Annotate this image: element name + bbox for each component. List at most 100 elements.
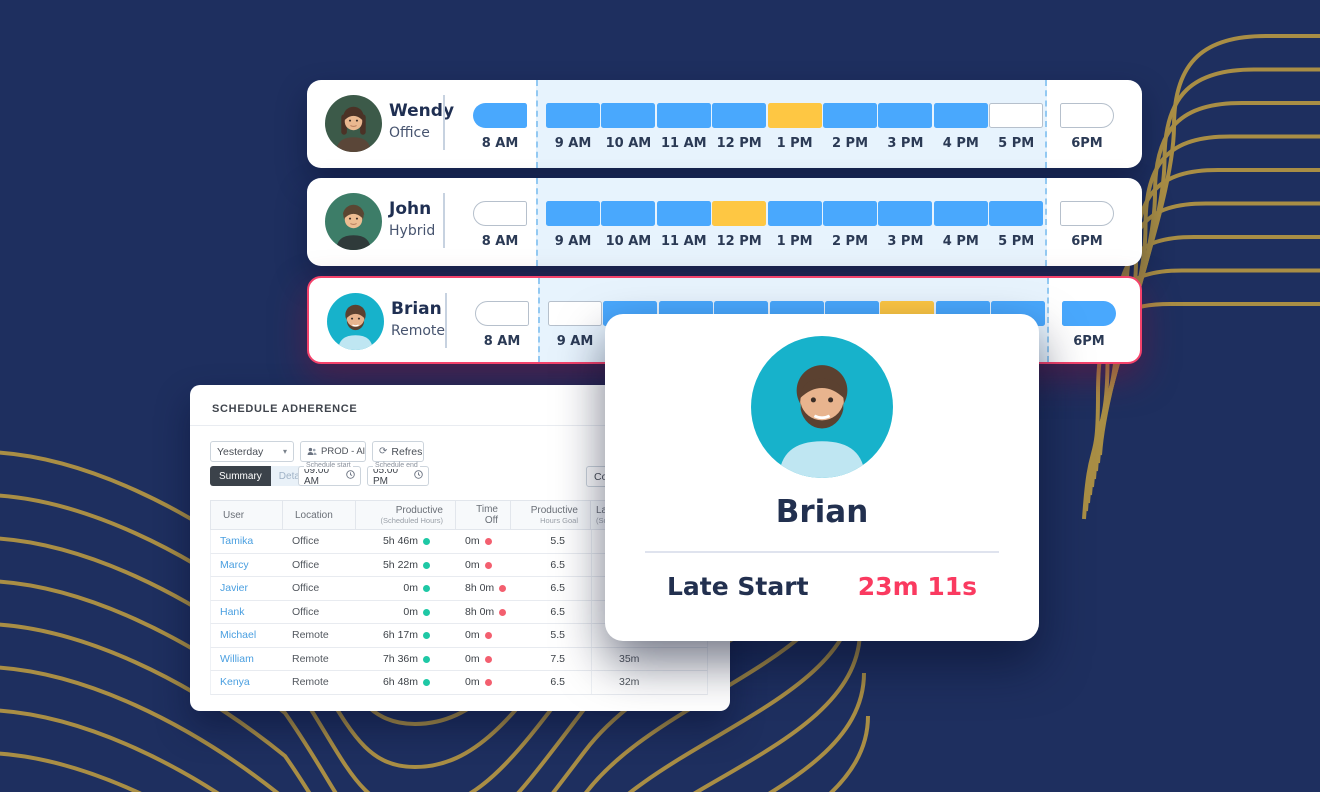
goal-cell: 6.5 <box>550 676 565 689</box>
productive-status-dot <box>423 608 430 616</box>
late-start-cell: 35m <box>591 647 709 670</box>
hour-slot: 12 PM <box>712 80 767 168</box>
table-row: Kenya Remote 6h 48m 0m 6.5 32m <box>210 671 708 695</box>
goal-cell: 7.5 <box>550 652 565 665</box>
people-icon <box>307 447 317 456</box>
panel-title: SCHEDULE ADHERENCE <box>212 403 358 415</box>
time-off-cell: 8h 0m <box>456 582 511 594</box>
user-link[interactable]: Tamika <box>220 535 254 548</box>
hour-slot: 8 AM <box>473 80 527 168</box>
hour-slot: 2 PM <box>823 178 877 266</box>
hour-label: 10 AM <box>605 234 652 249</box>
hour-block-filled <box>878 201 933 226</box>
hour-block-filled <box>546 201 600 226</box>
group-select[interactable]: PROD - All ▾ <box>300 441 366 462</box>
hour-block-filled <box>656 201 711 226</box>
hour-label: 6PM <box>1071 234 1103 249</box>
hour-slot: 4 PM <box>933 178 988 266</box>
hour-label: 11 AM <box>660 136 707 151</box>
hour-label: 4 PM <box>942 234 979 249</box>
divider <box>645 551 999 553</box>
timeline-row-wendy: Wendy Office 8 AM 9 AM 10 AM 11 AM 12 PM <box>307 80 1142 168</box>
productive-cell: 6h 48m <box>356 676 456 688</box>
hour-label: 8 AM <box>481 136 519 151</box>
employee-location: Hybrid <box>389 223 436 239</box>
hour-label: 8 AM <box>483 334 521 349</box>
hour-slot: 10 AM <box>601 80 656 168</box>
hour-slot: 3 PM <box>878 80 933 168</box>
avatar-wendy <box>325 95 382 152</box>
hour-block-empty <box>1060 103 1114 128</box>
user-link[interactable]: Michael <box>220 629 257 642</box>
hour-block-filled <box>601 201 656 226</box>
date-range-select[interactable]: Yesterday ▾ <box>210 441 294 462</box>
productive-status-dot <box>423 632 430 640</box>
hour-label: 4 PM <box>942 136 979 151</box>
hour-block-empty <box>989 103 1044 128</box>
user-link[interactable]: Marcy <box>220 558 249 571</box>
user-link[interactable]: Hank <box>220 605 245 618</box>
hour-label: 11 AM <box>660 234 707 249</box>
time-off-status-dot <box>484 561 492 569</box>
hour-label: 3 PM <box>887 136 924 151</box>
column-header: Location <box>283 501 356 529</box>
hour-block-filled <box>933 201 988 226</box>
avatar-brian-svg <box>327 293 384 350</box>
avatar-brian-large <box>751 336 893 478</box>
refresh-button[interactable]: ⟳ Refresh <box>372 441 424 462</box>
clock-icon <box>414 470 423 482</box>
divider <box>443 193 445 248</box>
time-off-cell: 0m <box>456 629 511 641</box>
hour-slot: 11 AM <box>656 80 711 168</box>
hour-block-empty <box>548 301 602 326</box>
hour-block-filled <box>1062 301 1116 326</box>
hour-slot: 12 PM <box>712 178 767 266</box>
hour-block-empty <box>475 301 529 326</box>
late-start-cell: 32m <box>591 671 709 694</box>
column-header: Productive Hours Goal <box>511 501 591 529</box>
column-header: Productive (Scheduled Hours) <box>356 501 456 529</box>
time-off-status-dot <box>499 608 507 616</box>
hour-block-break <box>712 201 767 226</box>
hour-label: 10 AM <box>605 136 652 151</box>
hour-slot: 3 PM <box>878 178 933 266</box>
hour-block-filled <box>473 103 527 128</box>
user-link[interactable]: Javier <box>220 582 249 595</box>
hour-slot: 4 PM <box>933 80 988 168</box>
hour-block-filled <box>712 103 767 128</box>
schedule-end-label: Schedule end <box>373 462 420 469</box>
hour-block-empty <box>473 201 527 226</box>
time-off-status-dot <box>484 655 492 663</box>
refresh-label: Refresh <box>391 445 423 458</box>
tab-summary[interactable]: Summary <box>210 466 271 486</box>
time-off-cell: 0m <box>456 653 511 665</box>
schedule-window-highlight: 9 AM 10 AM 11 AM 12 PM 1 PM 2 PM <box>536 80 1047 168</box>
location-cell: Office <box>292 582 320 595</box>
hour-label: 1 PM <box>776 234 813 249</box>
group-value: PROD - All <box>321 446 366 457</box>
hour-block-filled <box>656 103 711 128</box>
avatar-john-svg <box>325 193 382 250</box>
hour-block-filled <box>823 103 877 128</box>
productive-status-dot <box>423 679 430 687</box>
schedule-start-input[interactable]: Schedule start 09:00 AM <box>298 462 361 487</box>
hour-label: 5 PM <box>998 234 1035 249</box>
popup-name: Brian <box>775 494 869 530</box>
hour-block-filled <box>878 103 933 128</box>
time-off-cell: 0m <box>456 676 511 688</box>
hour-slot: 6PM <box>1062 278 1116 362</box>
goal-cell: 5.5 <box>550 629 565 642</box>
user-link[interactable]: Kenya <box>220 676 250 689</box>
chevron-down-icon: ▾ <box>282 447 287 456</box>
schedule-end-input[interactable]: Schedule end 05:00 PM <box>367 462 429 487</box>
location-cell: Office <box>292 558 320 571</box>
employee-location: Office <box>389 125 430 141</box>
time-off-status-dot <box>484 538 492 546</box>
divider <box>443 95 445 150</box>
goal-cell: 6.5 <box>550 605 565 618</box>
user-link[interactable]: William <box>220 652 254 665</box>
hour-block-filled <box>601 103 656 128</box>
productive-cell: 7h 36m <box>356 653 456 665</box>
goal-cell: 6.5 <box>550 582 565 595</box>
time-off-status-dot <box>484 632 492 640</box>
